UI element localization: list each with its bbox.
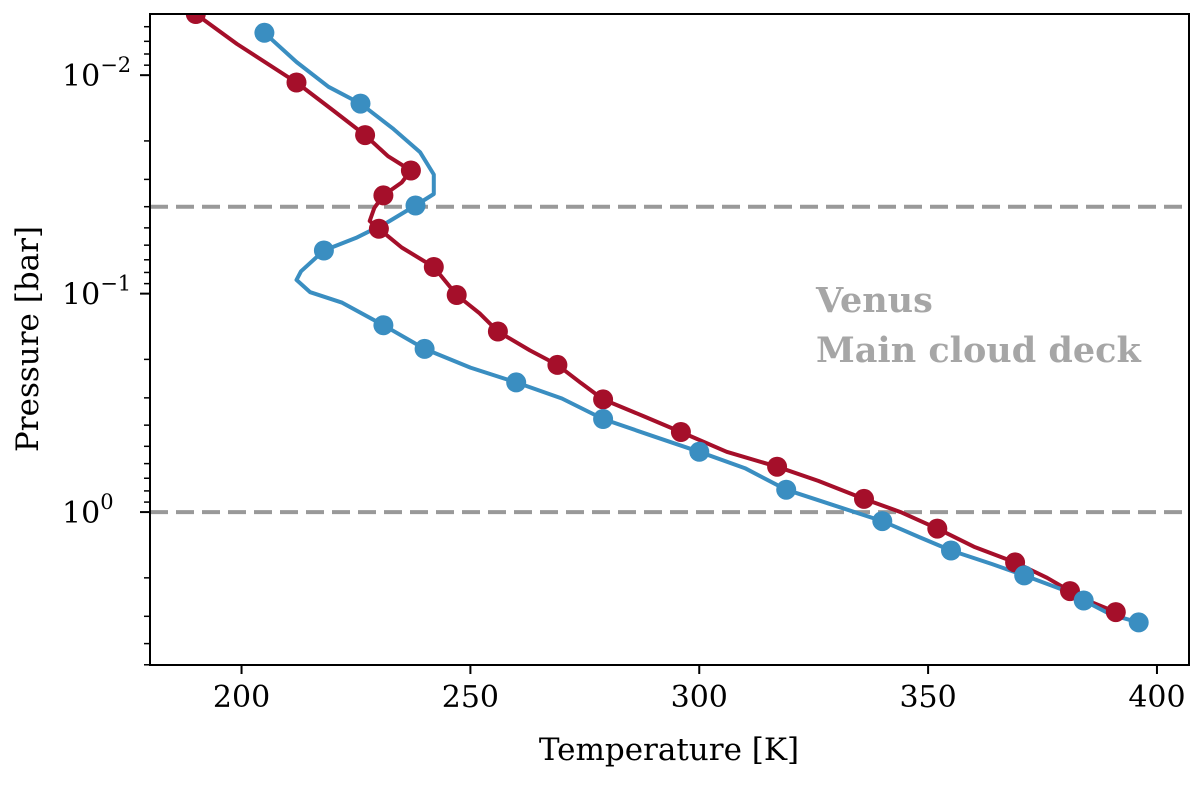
red-profile-point-4 bbox=[373, 185, 394, 206]
x-tick-label-200: 200 bbox=[213, 680, 270, 715]
y-tick-label-1: 10−1 bbox=[62, 272, 131, 313]
red-profile-line bbox=[194, 14, 1117, 614]
x-tick-label-300: 300 bbox=[671, 680, 728, 715]
blue-profile-point-14 bbox=[1128, 612, 1149, 633]
x-tick-label-400: 400 bbox=[1128, 680, 1185, 715]
axes: 200 250 300 350 400 10−2 10−1 100 bbox=[62, 13, 1190, 715]
red-profile-point-3 bbox=[400, 160, 421, 181]
red-profile-point-17 bbox=[1105, 602, 1126, 623]
red-profile-point-9 bbox=[547, 354, 568, 375]
red-profile-point-12 bbox=[767, 456, 788, 477]
red-profile-point-8 bbox=[487, 321, 508, 342]
blue-profile-point-6 bbox=[506, 372, 527, 393]
cloud-deck-annotation-0: Venus Main cloud deck bbox=[815, 280, 1141, 371]
x-tick-label-250: 250 bbox=[442, 680, 499, 715]
red-profile-point-5 bbox=[368, 218, 389, 239]
x-tick-label-350: 350 bbox=[899, 680, 956, 715]
reference-lines bbox=[150, 204, 1189, 515]
red-profile-point-11 bbox=[670, 422, 691, 442]
red-profile-point-10 bbox=[593, 389, 614, 410]
red-profile-point-13 bbox=[854, 488, 874, 509]
plot-frame bbox=[149, 13, 1190, 666]
x-axis-label: Temperature [K] bbox=[539, 732, 799, 768]
y-tick-label-2: 100 bbox=[62, 490, 114, 531]
red-profile-point-2 bbox=[355, 125, 376, 146]
y-axis-label: Pressure [bar] bbox=[10, 226, 46, 452]
blue-profile-point-8 bbox=[689, 441, 710, 462]
blue-profile-point-9 bbox=[776, 479, 797, 500]
blue-profile-point-1 bbox=[350, 93, 371, 114]
red-profile-point-6 bbox=[423, 257, 444, 277]
annotation-line-1: Main cloud deck bbox=[816, 330, 1141, 371]
annotation-line-0: Venus bbox=[815, 280, 933, 321]
blue-profile-point-5 bbox=[414, 338, 435, 359]
blue-profile-point-4 bbox=[373, 315, 394, 336]
blue-profile-line bbox=[263, 31, 1140, 625]
blue-profile-point-13 bbox=[1073, 590, 1094, 611]
y-tick-label-0: 10−2 bbox=[62, 53, 131, 94]
blue-profile-point-11 bbox=[941, 540, 961, 561]
blue-profile-point-3 bbox=[313, 240, 334, 261]
blue-profile-point-0 bbox=[254, 22, 275, 43]
series-layer bbox=[185, 14, 1149, 633]
red-profile-point-7 bbox=[446, 285, 467, 305]
red-profile-point-1 bbox=[286, 72, 307, 93]
blue-profile-point-10 bbox=[872, 511, 893, 532]
blue-profile-point-7 bbox=[593, 409, 614, 429]
annotation-layer: Venus Main cloud deck bbox=[815, 280, 1141, 371]
red-profile-point-0 bbox=[185, 14, 206, 24]
blue-profile-point-2 bbox=[405, 195, 426, 216]
red-profile-point-14 bbox=[927, 518, 948, 539]
blue-profile-point-12 bbox=[1014, 565, 1035, 586]
